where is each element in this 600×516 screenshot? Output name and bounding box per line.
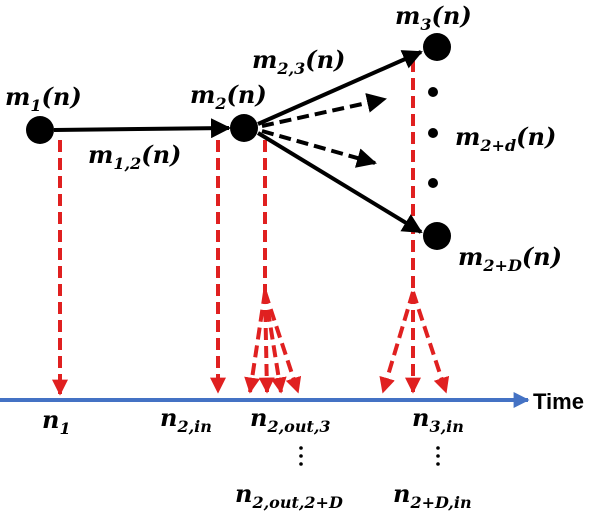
time-label: n1 — [42, 405, 71, 438]
edge-label-arg: (n) — [141, 140, 181, 169]
node-label-sub: 2+D — [482, 256, 522, 275]
edge-label: m1,2(n) — [88, 140, 181, 173]
edge-label: m2,3(n) — [252, 45, 345, 78]
node-label-arg: (n) — [432, 1, 472, 30]
nodes — [26, 33, 451, 466]
node-label-arg: (n) — [227, 80, 267, 109]
time-label: n2,in — [160, 403, 212, 436]
node-label-arg: (n) — [522, 242, 562, 271]
edge-label-symbol: m — [88, 140, 113, 169]
node-label-symbol: m — [190, 80, 215, 109]
time-label-symbol: n — [393, 479, 410, 508]
node-label-arg: (n) — [42, 82, 82, 111]
node-label-symbol: m — [455, 122, 480, 151]
node-label-symbol: m — [5, 82, 30, 111]
edge-label-sub: 2,3 — [276, 59, 305, 78]
time-label-sub: 2+D,in — [409, 493, 471, 512]
node-label-arg: (n) — [516, 122, 556, 151]
node-label: m2+d(n) — [455, 122, 556, 155]
node-label: m1(n) — [5, 82, 82, 115]
time-label-sub: 3,in — [429, 417, 463, 436]
time-label-sub: 2,out,2+D — [251, 493, 343, 512]
node-label-sub: 2+d — [479, 136, 516, 155]
time-label-sub: 2,in — [176, 417, 211, 436]
time-label: n2,out,3 — [250, 403, 331, 436]
node-label: m2(n) — [190, 80, 267, 113]
axis-label: Time — [533, 389, 584, 414]
node-label: m3(n) — [395, 1, 472, 34]
time-label-sub: 2,out,3 — [266, 417, 330, 436]
time-label: n3,in — [412, 403, 464, 436]
time-label: n2+D,in — [393, 479, 472, 512]
edges — [53, 50, 423, 234]
time-label-symbol: n — [412, 403, 429, 432]
edge-label-arg: (n) — [305, 45, 345, 74]
edge-label-sub: 1,2 — [113, 154, 141, 173]
edge-label-symbol: m — [252, 45, 277, 74]
node-label-sub: 3 — [420, 15, 431, 34]
node-label: m2+D(n) — [458, 242, 562, 275]
labels: m1(n) m2(n)m3(n)m2+d(n)m2+D(n)m1,2(n)m2,3… — [5, 1, 562, 512]
time-label-symbol: n — [250, 403, 267, 432]
time-label-symbol: n — [160, 403, 177, 432]
time-label-sub: 1 — [59, 419, 70, 438]
node-label-sub: 2 — [214, 94, 226, 113]
time-projections — [52, 60, 450, 396]
time-label: n2,out,2+D — [235, 479, 343, 512]
time-label-symbol: n — [42, 405, 59, 434]
node-label-symbol: m — [395, 1, 420, 30]
node-label-sub: 1 — [30, 96, 41, 115]
node-label-symbol: m — [458, 242, 483, 271]
time-label-symbol: n — [235, 479, 252, 508]
